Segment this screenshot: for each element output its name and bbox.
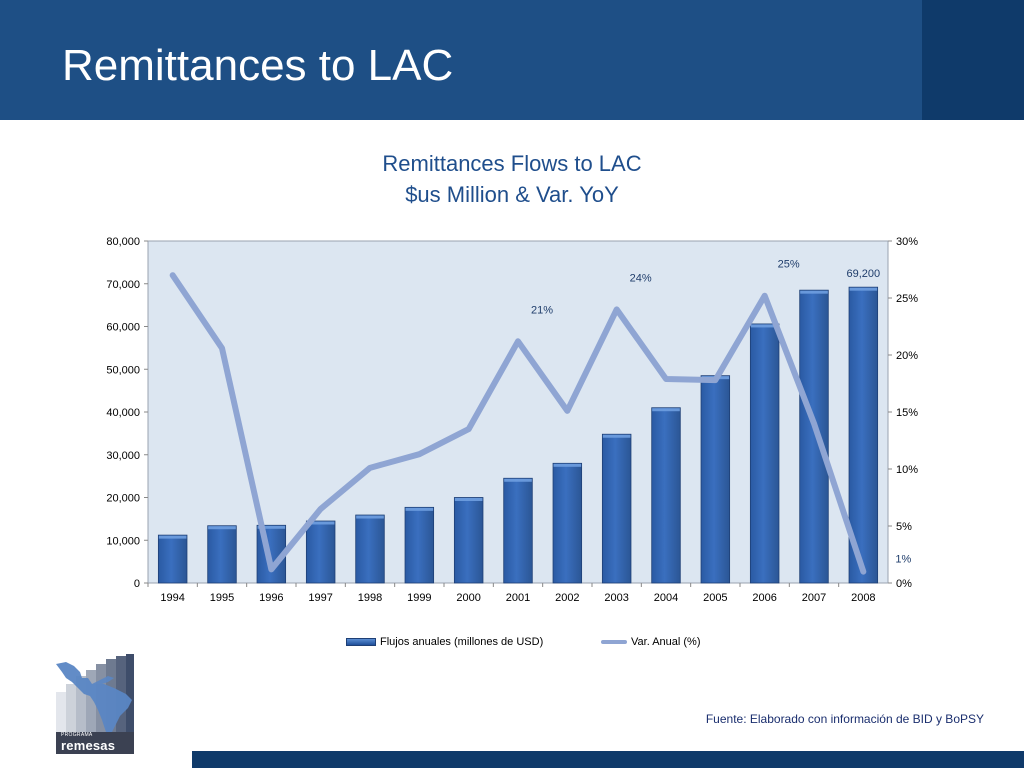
yoy-point [416,451,422,457]
y-left-tick-label: 30,000 [106,450,140,462]
bar-highlight [652,408,680,412]
yoy-point [614,306,620,312]
yoy-point [811,420,817,426]
bar [503,477,533,584]
x-tick-label: 2001 [506,592,530,604]
slide-title: Remittances to LAC [62,41,454,90]
legend-bars-label: Flujos anuales (millones de USD) [380,636,544,648]
x-tick-label: 1997 [308,592,332,604]
remittances-chart: 0 10,000 20,000 30,000 40,000 50,000 60,000 70,… [106,236,918,604]
y-left-tick-label: 50,000 [106,364,140,376]
x-tick-label: 1996 [259,592,283,604]
legend-item-line: Var. Anual (%) [601,636,701,648]
yoy-point [170,272,176,278]
bar [749,323,780,584]
bar-highlight [405,507,434,511]
line-data-label: 24% [630,272,652,284]
x-tick-label: 2005 [703,592,727,604]
yoy-point [268,566,274,572]
x-tick-label: 2003 [604,592,628,604]
bar-highlight [750,324,779,328]
yoy-point [466,426,472,432]
y-right-tick-label: 25% [896,293,918,305]
chart-subtitle: $us Million & Var. YoY [405,182,619,207]
x-tick-label: 1998 [358,592,382,604]
bar-highlight [504,478,532,482]
bar-highlight [158,535,187,539]
line-data-label: 25% [778,259,800,271]
footer-bar [192,751,1024,768]
yoy-point [515,338,521,344]
yoy-point [367,465,373,471]
bar [700,375,731,584]
bar-highlight [306,521,335,525]
title-banner-accent [922,0,1024,120]
logo-label-small: PROGRAMA [61,732,93,738]
y-right-tick-label: 0% [896,578,912,590]
title-banner [0,0,1024,120]
bar-highlight [602,434,631,438]
line-data-label: 21% [531,304,553,316]
source-note: Fuente: Elaborado con información de BID… [705,712,984,726]
legend-line-swatch [601,640,627,644]
bar-highlight [849,287,878,291]
y-right-tick-label: 20% [896,350,918,362]
yoy-point [219,345,225,351]
remesas-logo: PROGRAMA remesas [52,654,138,754]
legend-line-label: Var. Anual (%) [631,636,701,648]
x-tick-label: 2008 [851,592,875,604]
bar-highlight [800,290,828,294]
y-left-tick-label: 20,000 [106,493,140,505]
y-right-tick-label: 10% [896,464,918,476]
yoy-point [860,569,866,575]
x-tick-label: 1994 [160,592,184,604]
line-data-label: 1% [895,554,911,566]
bar [207,525,237,584]
yoy-point [712,377,718,383]
chart-title: Remittances Flows to LAC [382,151,642,176]
bar-highlight [356,515,384,519]
y-right-tick-label: 5% [896,521,912,533]
bar-highlight [553,463,582,467]
y-right-tick-label: 30% [896,236,918,248]
logo-label-big: remesas [61,738,116,753]
legend-item-bars: Flujos anuales (millones de USD) [346,636,543,648]
y-left-tick-label: 60,000 [106,322,140,334]
x-tick-label: 2000 [456,592,480,604]
x-tick-label: 2007 [802,592,826,604]
x-tick-label: 1999 [407,592,431,604]
y-left-tick-label: 40,000 [106,407,140,419]
bar [601,433,632,584]
yoy-point [663,376,669,382]
bar [305,520,336,584]
bar [651,407,681,584]
bar [799,289,829,584]
x-tick-label: 2002 [555,592,579,604]
bar [355,514,385,584]
bar [404,506,435,584]
y-left-tick-label: 0 [134,578,140,590]
y-left-tick-label: 10,000 [106,535,140,547]
legend-bar-swatch [346,638,376,646]
remesas-logo-graphic [56,654,134,754]
yoy-point [564,408,570,414]
yoy-point [318,506,324,512]
x-tick-label: 2004 [654,592,678,604]
y-left-tick-label: 80,000 [106,236,140,248]
bar [453,497,484,584]
bar [552,462,583,584]
yoy-point [762,293,768,299]
chart-legend: Flujos anuales (millones de USD) Var. An… [0,634,1024,654]
x-tick-label: 1995 [210,592,234,604]
chart-title-block: Remittances Flows to LAC $us Million & V… [312,148,712,210]
bar-highlight [454,498,483,501]
x-tick-label: 2006 [752,592,776,604]
bar-highlight [257,525,286,529]
bar-highlight [208,526,236,530]
bar [157,534,188,584]
y-left-tick-label: 70,000 [106,279,140,291]
bar-data-label: 69,200 [847,268,881,280]
y-right-tick-label: 15% [896,407,918,419]
